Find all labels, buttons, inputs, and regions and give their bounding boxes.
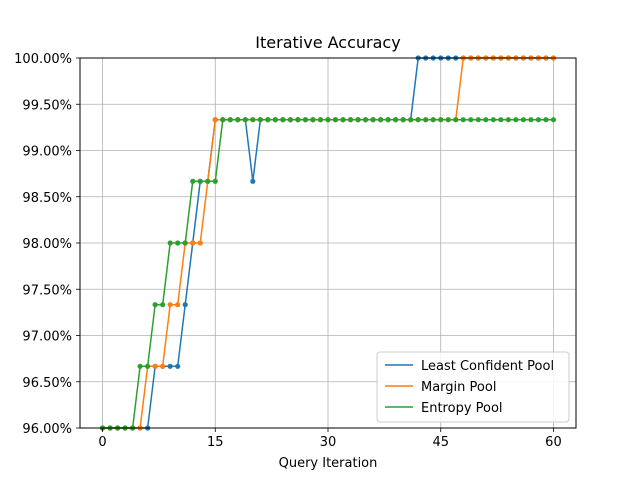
data-point: [438, 117, 444, 123]
data-point: [167, 302, 173, 308]
data-point: [347, 117, 354, 123]
data-point: [212, 117, 218, 123]
data-point: [415, 117, 421, 123]
x-tick-label: 30: [320, 435, 337, 450]
data-point: [152, 302, 158, 308]
data-point: [505, 117, 511, 123]
data-point: [242, 117, 248, 123]
data-point: [483, 117, 489, 123]
series-entropy-pool: [99, 117, 557, 431]
data-point: [550, 117, 557, 123]
data-point: [182, 240, 188, 246]
data-point: [212, 178, 218, 184]
data-point: [167, 363, 173, 369]
data-point: [400, 117, 406, 123]
chart-title: Iterative Accuracy: [255, 33, 400, 52]
legend: Least Confident Pool Margin Pool Entropy P…: [376, 351, 570, 423]
data-point: [332, 117, 339, 123]
data-point: [445, 117, 451, 123]
x-tick-label: 0: [98, 435, 106, 450]
data-point: [468, 117, 474, 123]
data-point: [460, 117, 466, 123]
data-point: [453, 117, 459, 123]
series-layer: [99, 55, 557, 431]
y-tick-label: 99.50%: [22, 98, 72, 113]
x-tick-label: 45: [432, 435, 449, 450]
data-point: [190, 240, 196, 246]
data-point: [355, 117, 361, 123]
data-point: [197, 240, 203, 246]
data-point: [490, 117, 496, 123]
data-point: [220, 117, 226, 123]
data-point: [152, 363, 158, 369]
legend-label: Entropy Pool: [421, 401, 503, 416]
data-point: [370, 117, 376, 123]
data-point: [250, 178, 256, 184]
data-point: [423, 117, 429, 123]
y-tick-label: 100.00%: [14, 52, 72, 67]
legend-label: Least Confident Pool: [421, 359, 554, 374]
y-tick-label: 97.50%: [22, 283, 72, 298]
legend-label: Margin Pool: [421, 380, 496, 395]
data-point: [295, 117, 301, 123]
y-tick-label: 99.00%: [22, 145, 72, 160]
axes: 0 15 30 45 60 96.00% 96.50% 97.00% 97.50% 98.00% 9…: [14, 52, 562, 450]
data-point: [498, 117, 504, 123]
data-point: [362, 117, 369, 123]
data-point: [167, 240, 173, 246]
x-axis-label: Query Iteration: [279, 456, 378, 471]
data-point: [475, 117, 481, 123]
data-point: [513, 117, 519, 123]
y-tick-label: 96.50%: [22, 376, 72, 391]
data-point: [385, 117, 391, 123]
data-point: [175, 240, 181, 246]
data-point: [160, 363, 166, 369]
y-tick-label: 96.00%: [22, 422, 72, 437]
data-point: [182, 302, 188, 308]
data-point: [430, 117, 436, 123]
data-point: [287, 117, 294, 123]
data-point: [317, 117, 324, 123]
data-point: [408, 117, 414, 123]
data-point: [160, 302, 166, 308]
data-point: [145, 363, 151, 369]
data-point: [175, 302, 181, 308]
data-point: [340, 117, 346, 123]
data-point: [543, 117, 549, 123]
data-point: [393, 117, 399, 123]
data-point: [520, 117, 526, 123]
legend-box: [376, 351, 570, 423]
data-point: [265, 117, 271, 123]
data-point: [250, 117, 256, 123]
data-point: [302, 117, 309, 123]
data-point: [310, 117, 316, 123]
data-point: [535, 117, 542, 123]
data-point: [197, 178, 203, 184]
data-point: [280, 117, 286, 123]
data-point: [190, 178, 196, 184]
y-tick-label: 97.00%: [22, 330, 72, 345]
x-tick-label: 60: [545, 435, 562, 450]
data-point: [257, 117, 263, 123]
y-tick-label: 98.50%: [22, 191, 72, 206]
data-point: [205, 178, 211, 184]
data-point: [137, 363, 143, 369]
data-point: [272, 117, 278, 123]
data-point: [528, 117, 534, 123]
legend-item: Entropy Pool: [385, 401, 503, 416]
legend-item: Least Confident Pool: [385, 359, 554, 374]
data-point: [227, 117, 233, 123]
data-point: [325, 117, 331, 123]
y-tick-label: 98.00%: [22, 237, 72, 252]
x-tick-label: 15: [207, 435, 224, 450]
data-point: [378, 117, 384, 123]
legend-item: Margin Pool: [385, 380, 496, 395]
data-point: [175, 363, 181, 369]
data-point: [235, 117, 241, 123]
